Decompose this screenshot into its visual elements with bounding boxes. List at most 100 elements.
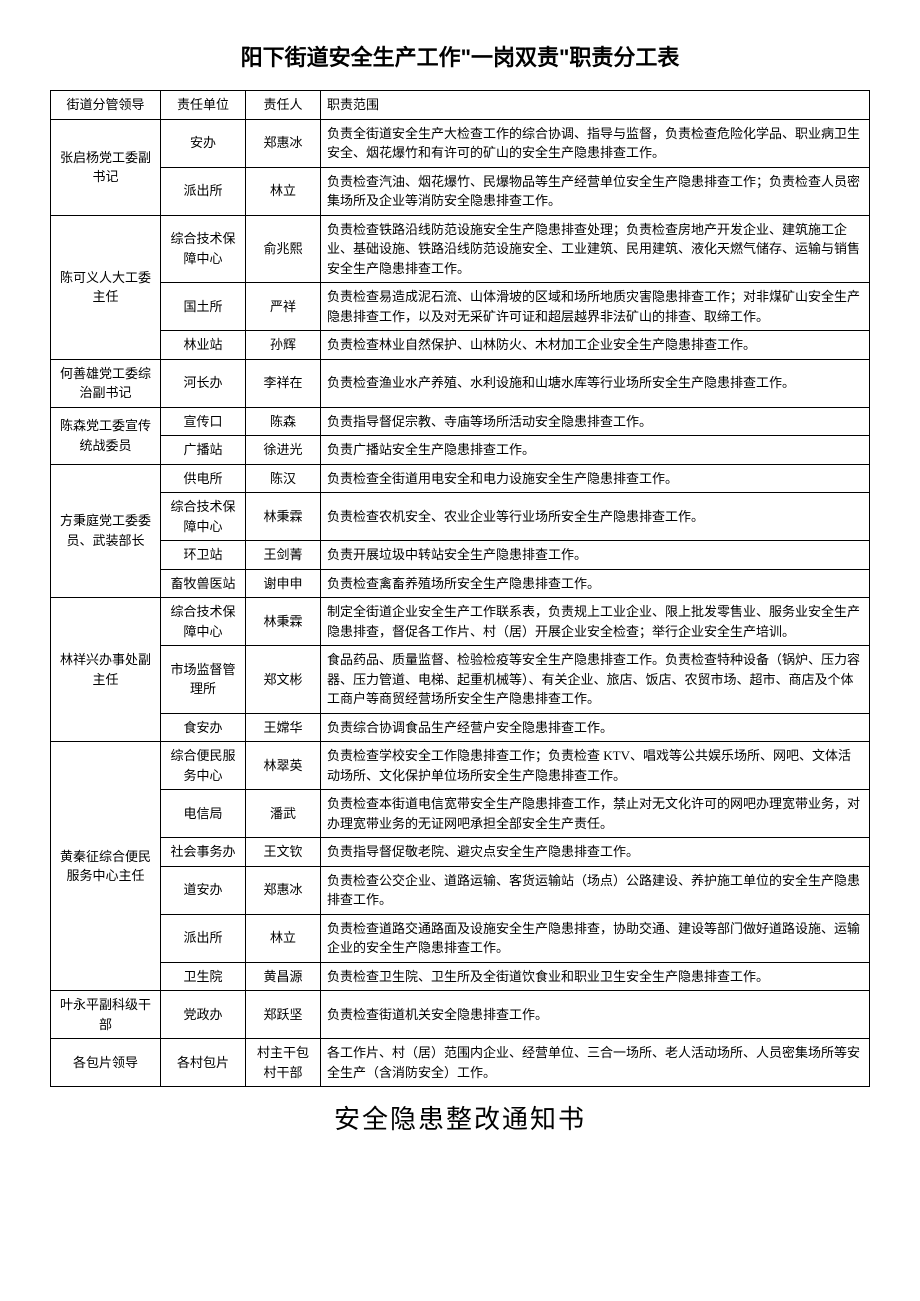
table-row: 各包片领导各村包片村主干包村干部各工作片、村（居）范围内企业、经营单位、三合一场…: [51, 1039, 870, 1087]
cell-leader: 陈可义人大工委主任: [51, 215, 161, 359]
cell-person: 林秉霖: [246, 598, 321, 646]
cell-scope: 负责检查易造成泥石流、山体滑坡的区域和场所地质灾害隐患排查工作；对非煤矿山安全生…: [321, 283, 870, 331]
cell-person: 郑文彬: [246, 646, 321, 714]
header-unit: 责任单位: [161, 91, 246, 120]
cell-leader: 叶永平副科级干部: [51, 991, 161, 1039]
cell-person: 林秉霖: [246, 493, 321, 541]
cell-scope: 负责检查本街道电信宽带安全生产隐患排查工作，禁止对无文化许可的网吧办理宽带业务，…: [321, 790, 870, 838]
cell-person: 李祥在: [246, 359, 321, 407]
table-row: 陈森党工委宣传统战委员宣传口陈森负责指导督促宗教、寺庙等场所活动安全隐患排查工作…: [51, 407, 870, 436]
cell-unit: 综合技术保障中心: [161, 598, 246, 646]
cell-unit: 畜牧兽医站: [161, 569, 246, 598]
responsibility-table: 街道分管领导 责任单位 责任人 职责范围 张启杨党工委副书记安办郑惠冰负责全街道…: [50, 90, 870, 1087]
cell-leader: 林祥兴办事处副主任: [51, 598, 161, 742]
table-row: 派出所林立负责检查道路交通路面及设施安全生产隐患排查，协助交通、建设等部门做好道…: [51, 914, 870, 962]
table-row: 方秉庭党工委委员、武装部长供电所陈汉负责检查全街道用电安全和电力设施安全生产隐患…: [51, 464, 870, 493]
cell-unit: 党政办: [161, 991, 246, 1039]
cell-leader: 何善雄党工委综治副书记: [51, 359, 161, 407]
cell-unit: 综合技术保障中心: [161, 215, 246, 283]
cell-person: 谢申申: [246, 569, 321, 598]
cell-unit: 电信局: [161, 790, 246, 838]
cell-scope: 负责检查公交企业、道路运输、客货运输站（场点）公路建设、养护施工单位的安全生产隐…: [321, 866, 870, 914]
table-row: 综合技术保障中心林秉霖负责检查农机安全、农业企业等行业场所安全生产隐患排查工作。: [51, 493, 870, 541]
table-row: 电信局潘武负责检查本街道电信宽带安全生产隐患排查工作，禁止对无文化许可的网吧办理…: [51, 790, 870, 838]
cell-person: 林立: [246, 167, 321, 215]
cell-unit: 市场监督管理所: [161, 646, 246, 714]
cell-leader: 陈森党工委宣传统战委员: [51, 407, 161, 464]
cell-leader: 各包片领导: [51, 1039, 161, 1087]
header-scope: 职责范围: [321, 91, 870, 120]
table-row: 林祥兴办事处副主任综合技术保障中心林秉霖制定全街道企业安全生产工作联系表，负责规…: [51, 598, 870, 646]
cell-scope: 负责开展垃圾中转站安全生产隐患排查工作。: [321, 541, 870, 570]
cell-person: 郑惠冰: [246, 119, 321, 167]
cell-scope: 负责综合协调食品生产经营户安全隐患排查工作。: [321, 713, 870, 742]
cell-person: 村主干包村干部: [246, 1039, 321, 1087]
cell-scope: 负责指导督促敬老院、避灾点安全生产隐患排查工作。: [321, 838, 870, 867]
cell-leader: 张启杨党工委副书记: [51, 119, 161, 215]
cell-leader: 方秉庭党工委委员、武装部长: [51, 464, 161, 598]
cell-unit: 林业站: [161, 331, 246, 360]
cell-unit: 社会事务办: [161, 838, 246, 867]
cell-person: 严祥: [246, 283, 321, 331]
cell-scope: 负责广播站安全生产隐患排查工作。: [321, 436, 870, 465]
cell-scope: 负责检查农机安全、农业企业等行业场所安全生产隐患排查工作。: [321, 493, 870, 541]
header-leader: 街道分管领导: [51, 91, 161, 120]
cell-unit: 综合便民服务中心: [161, 742, 246, 790]
table-row: 食安办王嫦华负责综合协调食品生产经营户安全隐患排查工作。: [51, 713, 870, 742]
cell-scope: 负责检查街道机关安全隐患排查工作。: [321, 991, 870, 1039]
cell-unit: 河长办: [161, 359, 246, 407]
cell-person: 陈汉: [246, 464, 321, 493]
cell-scope: 负责检查禽畜养殖场所安全生产隐患排查工作。: [321, 569, 870, 598]
cell-person: 孙辉: [246, 331, 321, 360]
cell-scope: 负责检查道路交通路面及设施安全生产隐患排查，协助交通、建设等部门做好道路设施、运…: [321, 914, 870, 962]
cell-unit: 各村包片: [161, 1039, 246, 1087]
cell-unit: 安办: [161, 119, 246, 167]
table-row: 林业站孙辉负责检查林业自然保护、山林防火、木材加工企业安全生产隐患排查工作。: [51, 331, 870, 360]
table-row: 国土所严祥负责检查易造成泥石流、山体滑坡的区域和场所地质灾害隐患排查工作；对非煤…: [51, 283, 870, 331]
table-row: 广播站徐进光负责广播站安全生产隐患排查工作。: [51, 436, 870, 465]
cell-unit: 综合技术保障中心: [161, 493, 246, 541]
cell-person: 林立: [246, 914, 321, 962]
cell-scope: 负责检查渔业水产养殖、水利设施和山塘水库等行业场所安全生产隐患排查工作。: [321, 359, 870, 407]
cell-unit: 卫生院: [161, 962, 246, 991]
subtitle: 安全隐患整改通知书: [50, 1099, 870, 1136]
cell-unit: 广播站: [161, 436, 246, 465]
cell-scope: 负责全街道安全生产大检查工作的综合协调、指导与监督，负责检查危险化学品、职业病卫…: [321, 119, 870, 167]
table-row: 张启杨党工委副书记安办郑惠冰负责全街道安全生产大检查工作的综合协调、指导与监督，…: [51, 119, 870, 167]
cell-person: 王文钦: [246, 838, 321, 867]
table-row: 叶永平副科级干部党政办郑跃坚负责检查街道机关安全隐患排查工作。: [51, 991, 870, 1039]
cell-scope: 负责检查卫生院、卫生所及全街道饮食业和职业卫生安全生产隐患排查工作。: [321, 962, 870, 991]
cell-person: 王嫦华: [246, 713, 321, 742]
cell-unit: 道安办: [161, 866, 246, 914]
cell-person: 郑惠冰: [246, 866, 321, 914]
cell-unit: 食安办: [161, 713, 246, 742]
table-row: 环卫站王剑菁负责开展垃圾中转站安全生产隐患排查工作。: [51, 541, 870, 570]
table-row: 卫生院黄昌源负责检查卫生院、卫生所及全街道饮食业和职业卫生安全生产隐患排查工作。: [51, 962, 870, 991]
cell-scope: 负责指导督促宗教、寺庙等场所活动安全隐患排查工作。: [321, 407, 870, 436]
cell-person: 王剑菁: [246, 541, 321, 570]
cell-person: 林翠英: [246, 742, 321, 790]
cell-scope: 负责检查学校安全工作隐患排查工作；负责检查 KTV、唱戏等公共娱乐场所、网吧、文…: [321, 742, 870, 790]
cell-person: 徐进光: [246, 436, 321, 465]
cell-scope: 各工作片、村（居）范围内企业、经营单位、三合一场所、老人活动场所、人员密集场所等…: [321, 1039, 870, 1087]
cell-scope: 食品药品、质量监督、检验检疫等安全生产隐患排查工作。负责检查特种设备（锅炉、压力…: [321, 646, 870, 714]
cell-unit: 宣传口: [161, 407, 246, 436]
table-row: 社会事务办王文钦负责指导督促敬老院、避灾点安全生产隐患排查工作。: [51, 838, 870, 867]
cell-scope: 负责检查汽油、烟花爆竹、民爆物品等生产经营单位安全生产隐患排查工作；负责检查人员…: [321, 167, 870, 215]
table-row: 派出所林立负责检查汽油、烟花爆竹、民爆物品等生产经营单位安全生产隐患排查工作；负…: [51, 167, 870, 215]
table-row: 市场监督管理所郑文彬食品药品、质量监督、检验检疫等安全生产隐患排查工作。负责检查…: [51, 646, 870, 714]
cell-scope: 制定全街道企业安全生产工作联系表，负责规上工业企业、限上批发零售业、服务业安全生…: [321, 598, 870, 646]
cell-scope: 负责检查铁路沿线防范设施安全生产隐患排查处理；负责检查房地产开发企业、建筑施工企…: [321, 215, 870, 283]
cell-unit: 派出所: [161, 914, 246, 962]
table-header-row: 街道分管领导 责任单位 责任人 职责范围: [51, 91, 870, 120]
table-row: 畜牧兽医站谢申申负责检查禽畜养殖场所安全生产隐患排查工作。: [51, 569, 870, 598]
cell-person: 俞兆熙: [246, 215, 321, 283]
cell-leader: 黄秦征综合便民服务中心主任: [51, 742, 161, 991]
table-row: 何善雄党工委综治副书记河长办李祥在负责检查渔业水产养殖、水利设施和山塘水库等行业…: [51, 359, 870, 407]
page-title: 阳下街道安全生产工作"一岗双责"职责分工表: [50, 40, 870, 72]
cell-unit: 国土所: [161, 283, 246, 331]
table-row: 道安办郑惠冰负责检查公交企业、道路运输、客货运输站（场点）公路建设、养护施工单位…: [51, 866, 870, 914]
cell-scope: 负责检查林业自然保护、山林防火、木材加工企业安全生产隐患排查工作。: [321, 331, 870, 360]
header-person: 责任人: [246, 91, 321, 120]
cell-unit: 派出所: [161, 167, 246, 215]
